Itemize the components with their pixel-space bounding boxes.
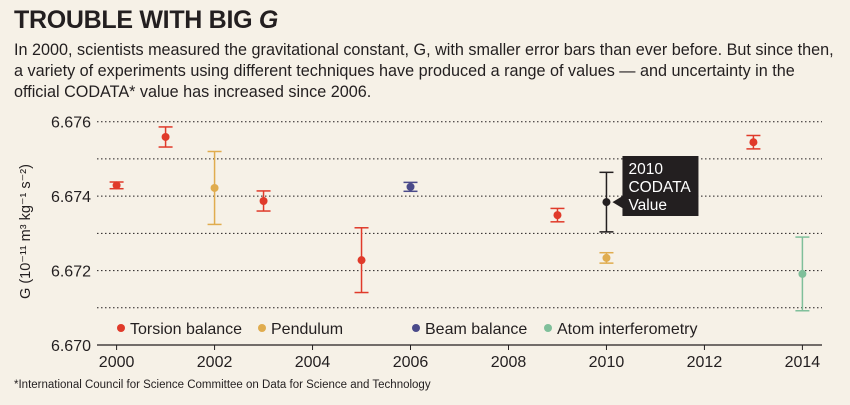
data-marker	[259, 196, 268, 205]
y-tick-label: 6.672	[51, 264, 91, 281]
pendulum-point	[599, 251, 614, 264]
data-marker	[161, 132, 170, 141]
x-tick-label: 2000	[99, 354, 135, 371]
chart-title: TROUBLE WITH BIG G	[14, 6, 278, 35]
x-tick-label: 2006	[393, 354, 429, 371]
codata-callout-text: 2010	[628, 161, 663, 178]
data-marker	[112, 181, 121, 190]
data-marker	[749, 138, 758, 147]
chart-title-text: TROUBLE WITH BIG	[14, 6, 259, 34]
codata-callout-text: Value	[628, 197, 667, 214]
codata-callout-box	[612, 156, 699, 216]
data-marker	[553, 211, 562, 220]
legend-marker	[258, 324, 266, 332]
y-tick-label: 6.676	[51, 115, 91, 132]
torsion-balance-point	[746, 134, 761, 150]
torsion-balance-point	[256, 190, 271, 212]
x-tick-label: 2008	[491, 354, 527, 371]
x-tick-label: 2004	[295, 354, 331, 371]
legend-label: Torsion balance	[130, 321, 242, 338]
x-tick-label: 2002	[197, 354, 233, 371]
footnote: *International Council for Science Commi…	[14, 379, 431, 391]
chart-subtitle: In 2000, scientists measured the gravita…	[14, 41, 834, 101]
data-marker	[602, 198, 611, 207]
codata-point	[599, 171, 614, 233]
y-tick-label: 6.674	[51, 189, 91, 206]
y-axis-label: G (10⁻¹¹ m³ kg⁻¹ s⁻²)	[18, 164, 34, 299]
data-marker	[210, 183, 219, 192]
legend-marker	[117, 324, 125, 332]
data-marker	[602, 253, 611, 262]
x-tick-label: 2010	[589, 354, 625, 371]
beam-balance-point	[403, 181, 418, 193]
y-tick-label: 6.670	[51, 338, 91, 355]
torsion-balance-point	[354, 227, 369, 294]
x-tick-label: 2012	[687, 354, 723, 371]
x-tick-label: 2014	[785, 354, 821, 371]
legend-marker	[544, 324, 552, 332]
chart-title-italic: G	[258, 6, 279, 34]
pendulum-point	[207, 150, 222, 226]
codata-callout-text: CODATA	[628, 179, 691, 196]
torsion-balance-point	[550, 207, 565, 223]
legend-label: Beam balance	[425, 321, 527, 338]
legend-label: Atom interferometry	[557, 321, 697, 338]
data-marker	[406, 182, 415, 191]
data-marker	[798, 269, 807, 278]
data-marker	[357, 256, 366, 265]
legend-label: Pendulum	[271, 321, 343, 338]
atom-interferometry-point	[795, 236, 810, 312]
legend-marker	[412, 324, 420, 332]
torsion-balance-point	[158, 126, 173, 148]
torsion-balance-point	[109, 181, 124, 190]
